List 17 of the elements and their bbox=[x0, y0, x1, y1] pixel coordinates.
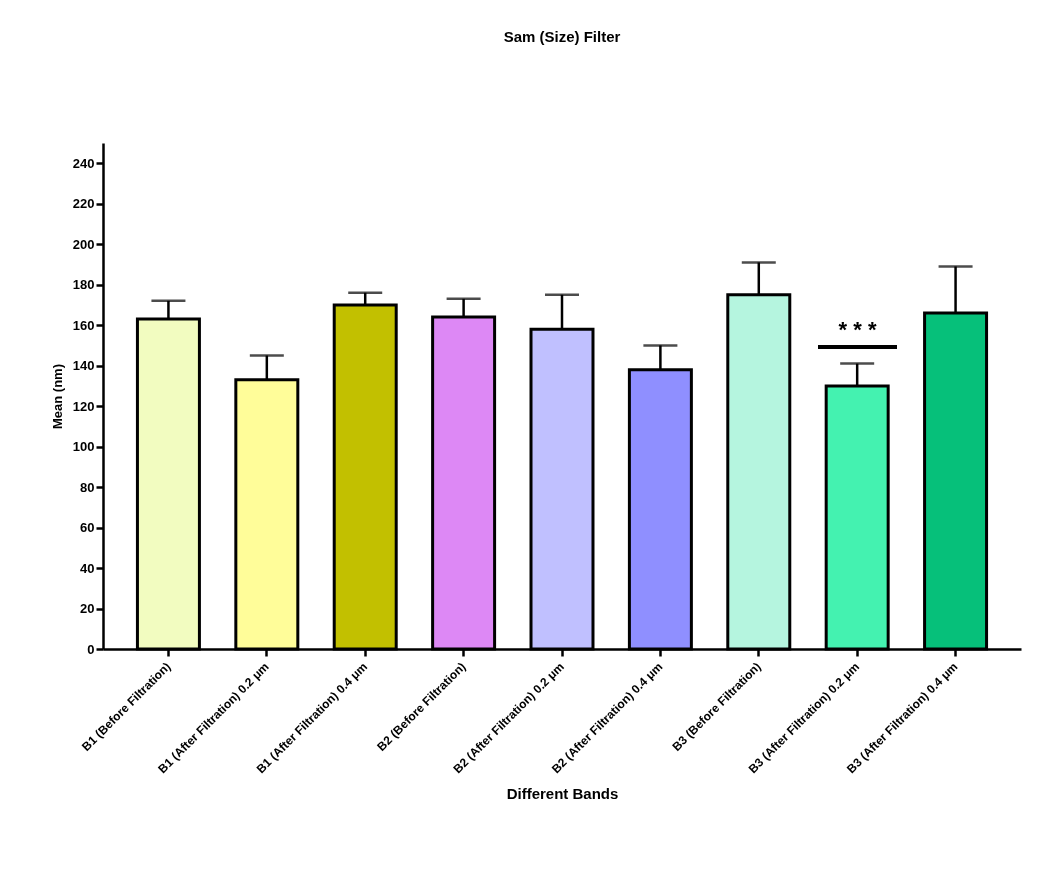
y-tick-label: 200 bbox=[72, 236, 95, 252]
y-tick-label: 120 bbox=[72, 398, 95, 414]
y-tick-label: 180 bbox=[72, 277, 95, 293]
y-tick-label: 60 bbox=[80, 520, 95, 536]
y-tick-label: 160 bbox=[72, 317, 95, 333]
y-tick-label: 240 bbox=[72, 155, 95, 171]
y-tick-label: 40 bbox=[80, 560, 95, 576]
y-tick-label: 20 bbox=[80, 601, 95, 617]
y-tick-label: 0 bbox=[87, 641, 95, 657]
chart-title: Sam (Size) Filter bbox=[503, 28, 621, 45]
y-tick-label: 100 bbox=[72, 439, 95, 455]
y-axis-title: Mean (nm) bbox=[49, 364, 65, 429]
y-tick-label: 220 bbox=[72, 196, 95, 212]
x-axis-title: Different Bands bbox=[506, 785, 619, 803]
annotation: * * * bbox=[837, 317, 878, 342]
y-tick-label: 80 bbox=[80, 479, 95, 495]
y-tick-label: 140 bbox=[72, 358, 95, 374]
